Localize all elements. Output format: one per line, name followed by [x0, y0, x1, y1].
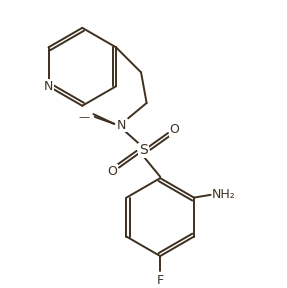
Text: NH₂: NH₂	[212, 188, 236, 201]
Text: O: O	[107, 165, 117, 178]
Text: S: S	[139, 143, 148, 157]
Text: —: —	[78, 112, 89, 122]
Text: N: N	[117, 119, 126, 132]
Text: N: N	[44, 80, 53, 93]
Text: F: F	[157, 274, 164, 287]
Text: O: O	[170, 123, 180, 136]
